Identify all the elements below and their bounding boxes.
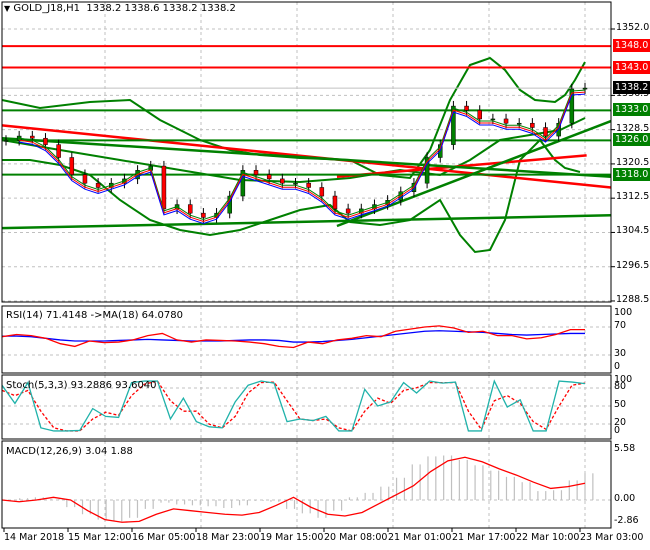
candle (306, 182, 311, 188)
stoch-axis-label: 100 (614, 374, 633, 385)
trendline (1, 136, 612, 179)
candle (582, 87, 588, 90)
candle (530, 122, 535, 128)
price-axis-label: 1328.5 (616, 122, 650, 134)
candle (201, 212, 206, 218)
ohlc-values: 1338.2 1338.6 1338.2 1338.2 (86, 3, 236, 14)
candle (569, 88, 575, 124)
time-axis-label: 21 Mar 17:00 (452, 532, 516, 543)
candle (161, 165, 167, 210)
stoch-axis-label: 20 (614, 417, 627, 428)
symbol-title: GOLD_J18,H1 (13, 3, 80, 14)
bollinger-middle (1, 117, 586, 184)
candle (187, 204, 193, 214)
price-axis-label: 1320.5 (616, 156, 650, 168)
rsi-axis-label: 0 (614, 361, 621, 372)
candle (253, 170, 259, 175)
macd-title: MACD(12,26,9) 3.04 1.88 (6, 446, 133, 457)
time-axis-label: 20 Mar 08:00 (324, 532, 388, 543)
pane-border (1, 1, 612, 303)
stoch-main-line (1, 379, 586, 432)
candle (293, 182, 298, 185)
candle (82, 174, 88, 184)
stoch-axis-label: 0 (614, 425, 621, 436)
stoch-title: Stoch(5,3,3) 93.2886 93.6040 (6, 380, 157, 391)
candle (503, 118, 509, 124)
time-axis-label: 14 Mar 2018 (4, 532, 65, 543)
candle (43, 137, 48, 145)
candle (451, 105, 456, 145)
triangle-down-icon[interactable]: ▼ (4, 4, 11, 13)
price-axis-label: 1304.5 (616, 225, 650, 237)
macd-axis-label: 5.58 (614, 443, 636, 454)
candle (477, 110, 482, 120)
level-tag-1326.0: 1326.0 (613, 133, 650, 147)
price-axis-label: 1296.5 (616, 259, 650, 271)
level-tag-1318.0: 1318.0 (613, 167, 650, 181)
moving-average-green (19, 89, 586, 220)
price-axis-label: 1312.5 (616, 191, 650, 203)
candle (490, 118, 496, 121)
candle (332, 195, 338, 210)
rsi-title: RSI(14) 71.4148 ->MA(18) 64.0780 (6, 310, 183, 321)
candle (56, 144, 61, 158)
price-axis-label: 1288.5 (616, 293, 650, 305)
time-axis-label: 15 Mar 12:00 (68, 532, 132, 543)
stoch-axis-label: 50 (614, 399, 627, 410)
stoch-signal-line (1, 380, 586, 432)
rsi-axis-label: 100 (614, 307, 633, 318)
candle (69, 157, 75, 175)
candle (319, 187, 325, 197)
candle (95, 182, 101, 188)
candle (240, 170, 246, 197)
candle (345, 208, 351, 214)
macd-axis-label: -2.86 (614, 515, 639, 526)
candle (266, 174, 272, 180)
price-axis-label: 1352.0 (616, 22, 650, 33)
candle (280, 178, 285, 184)
pane-border (1, 374, 612, 440)
rsi-axis-label: 70 (614, 320, 627, 331)
candle (464, 105, 469, 111)
pane-border (1, 440, 612, 529)
stoch-axis-label: 80 (614, 381, 627, 392)
candle (543, 127, 548, 137)
chart-title: ▼ GOLD_J18,H1 1338.2 1338.6 1338.2 1338.… (4, 3, 236, 14)
candle (3, 140, 9, 142)
current-price-tag: 1338.2 (613, 81, 650, 95)
moving-average-red (19, 91, 586, 222)
candle (424, 157, 430, 184)
time-axis-label: 16 Mar 05:00 (132, 532, 196, 543)
trendline (1, 214, 612, 230)
level-tag-1343.0: 1343.0 (613, 60, 650, 74)
level-tag-1348.0: 1348.0 (613, 39, 650, 53)
level-tag-1333.0: 1333.0 (613, 103, 650, 117)
rsi-axis-label: 30 (614, 348, 627, 359)
trendline (336, 119, 612, 228)
rsi-line (1, 325, 585, 349)
bollinger-upper (1, 56, 586, 180)
time-axis-label: 23 Mar 03:00 (580, 532, 644, 543)
time-axis-label: 22 Mar 10:00 (516, 532, 580, 543)
time-axis-label: 18 Mar 23:00 (196, 532, 260, 543)
macd-axis-label: 0.00 (614, 493, 636, 504)
time-axis-label: 21 Mar 01:00 (388, 532, 452, 543)
trendline (336, 154, 587, 179)
time-axis-label: 19 Mar 15:00 (260, 532, 324, 543)
candle (516, 122, 522, 125)
candle (30, 135, 35, 139)
moving-average-blue (19, 93, 586, 224)
macd-signal-line (1, 456, 586, 523)
pane-border (1, 305, 612, 374)
